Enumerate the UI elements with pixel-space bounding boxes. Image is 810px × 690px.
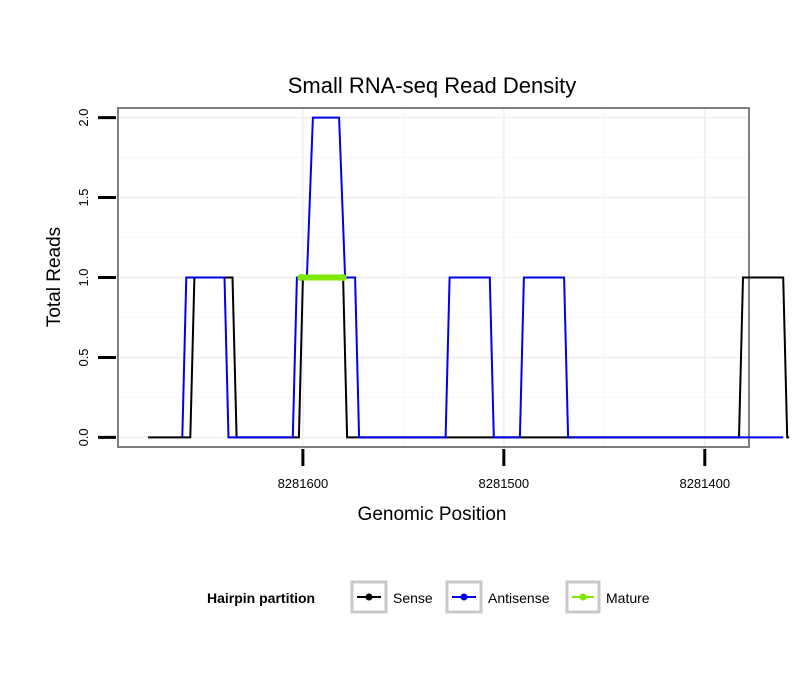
legend-label-sense: Sense xyxy=(393,590,433,606)
grid xyxy=(118,108,749,447)
x-tick-label-2: 8281400 xyxy=(679,476,730,491)
legend-label-antisense: Antisense xyxy=(488,590,550,606)
legend-title: Hairpin partition xyxy=(207,590,315,606)
y-tick-label-1: 0.5 xyxy=(76,348,91,366)
legend-point-sense xyxy=(365,593,373,601)
x-tick-label-1: 8281500 xyxy=(479,476,530,491)
y-axis-label: Total Reads xyxy=(44,227,65,327)
legend-label-mature: Mature xyxy=(606,590,650,606)
legend-point-antisense xyxy=(460,593,468,601)
y-tick-label-4: 2.0 xyxy=(76,109,91,127)
y-tick-label-3: 1.5 xyxy=(76,188,91,206)
series-line-antisense xyxy=(181,116,784,439)
mature-point-0 xyxy=(297,274,305,281)
y-tick-label-0: 0.0 xyxy=(76,428,91,446)
axes: 0.0 0.5 1.0 1.5 2.0 8281600 8281500 8281400 xyxy=(76,109,730,491)
y-tick-label-2: 1.0 xyxy=(76,268,91,286)
chart-title: Small RNA-seq Read Density xyxy=(288,73,577,98)
series-layer xyxy=(148,116,790,439)
x-axis-label: Genomic Position xyxy=(358,504,507,525)
legend-point-mature xyxy=(579,593,587,601)
legend: Sense Antisense Mature xyxy=(350,580,650,614)
x-tick-label-0: 8281600 xyxy=(278,476,329,491)
mature-point-1 xyxy=(339,274,347,281)
